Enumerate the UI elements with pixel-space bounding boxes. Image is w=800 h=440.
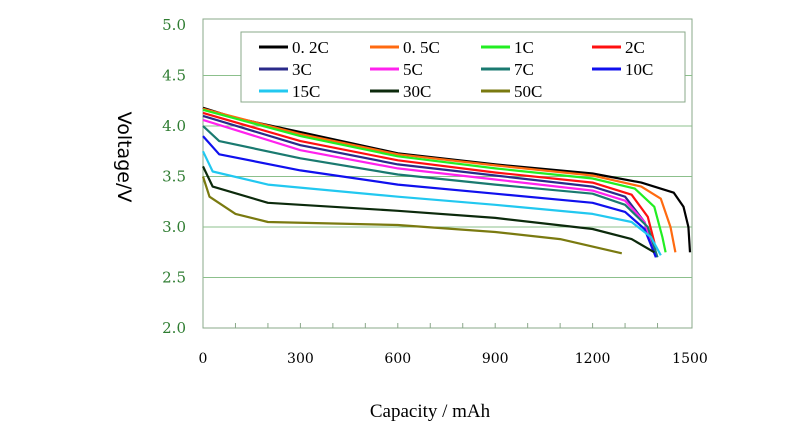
legend-label: 3C [292,60,312,79]
legend-box [240,31,686,103]
legend-label: 0. 5C [403,38,440,57]
legend-label: 5C [403,60,423,79]
series-line-1C [202,108,667,253]
legend-label: 1C [514,38,534,57]
legend-label: 50C [514,82,542,101]
x-tick-label: 1500 [672,351,708,367]
y-tick-label: 3.0 [162,218,186,236]
series-line-10C [202,135,657,258]
series-line-50C [201,176,623,255]
y-tick-label: 5.0 [162,16,186,34]
legend-label: 10C [625,60,653,79]
series-line-05C [202,107,677,253]
x-tick-label: 900 [482,351,509,367]
x-tick-label: 600 [384,351,411,367]
y-tick-label: 4.5 [162,67,186,85]
legend-label: 15C [292,82,320,101]
series-line-7C [202,125,659,258]
series-line-2C [202,111,657,256]
x-axis-label: Capacity / mAh [370,401,491,422]
legend-label: 7C [514,60,534,79]
legend-label: 2C [625,38,645,57]
y-tick-label: 3.5 [162,168,186,186]
y-tick-label: 2.0 [162,319,186,337]
legend-label: 0. 2C [292,38,329,57]
series-line-5C [202,118,657,256]
series-line-15C [202,150,662,256]
y-tick-label: 4.0 [162,117,186,135]
legend-label: 30C [403,82,431,101]
series-line-30C [202,165,655,254]
y-tick-label: 2.5 [162,269,186,287]
y-axis-label: Voltage/V [113,112,135,203]
x-tick-label: 1200 [575,351,611,367]
x-tick-label: 0 [199,351,208,367]
x-tick-label: 300 [287,351,314,367]
plot-frame [202,18,693,329]
